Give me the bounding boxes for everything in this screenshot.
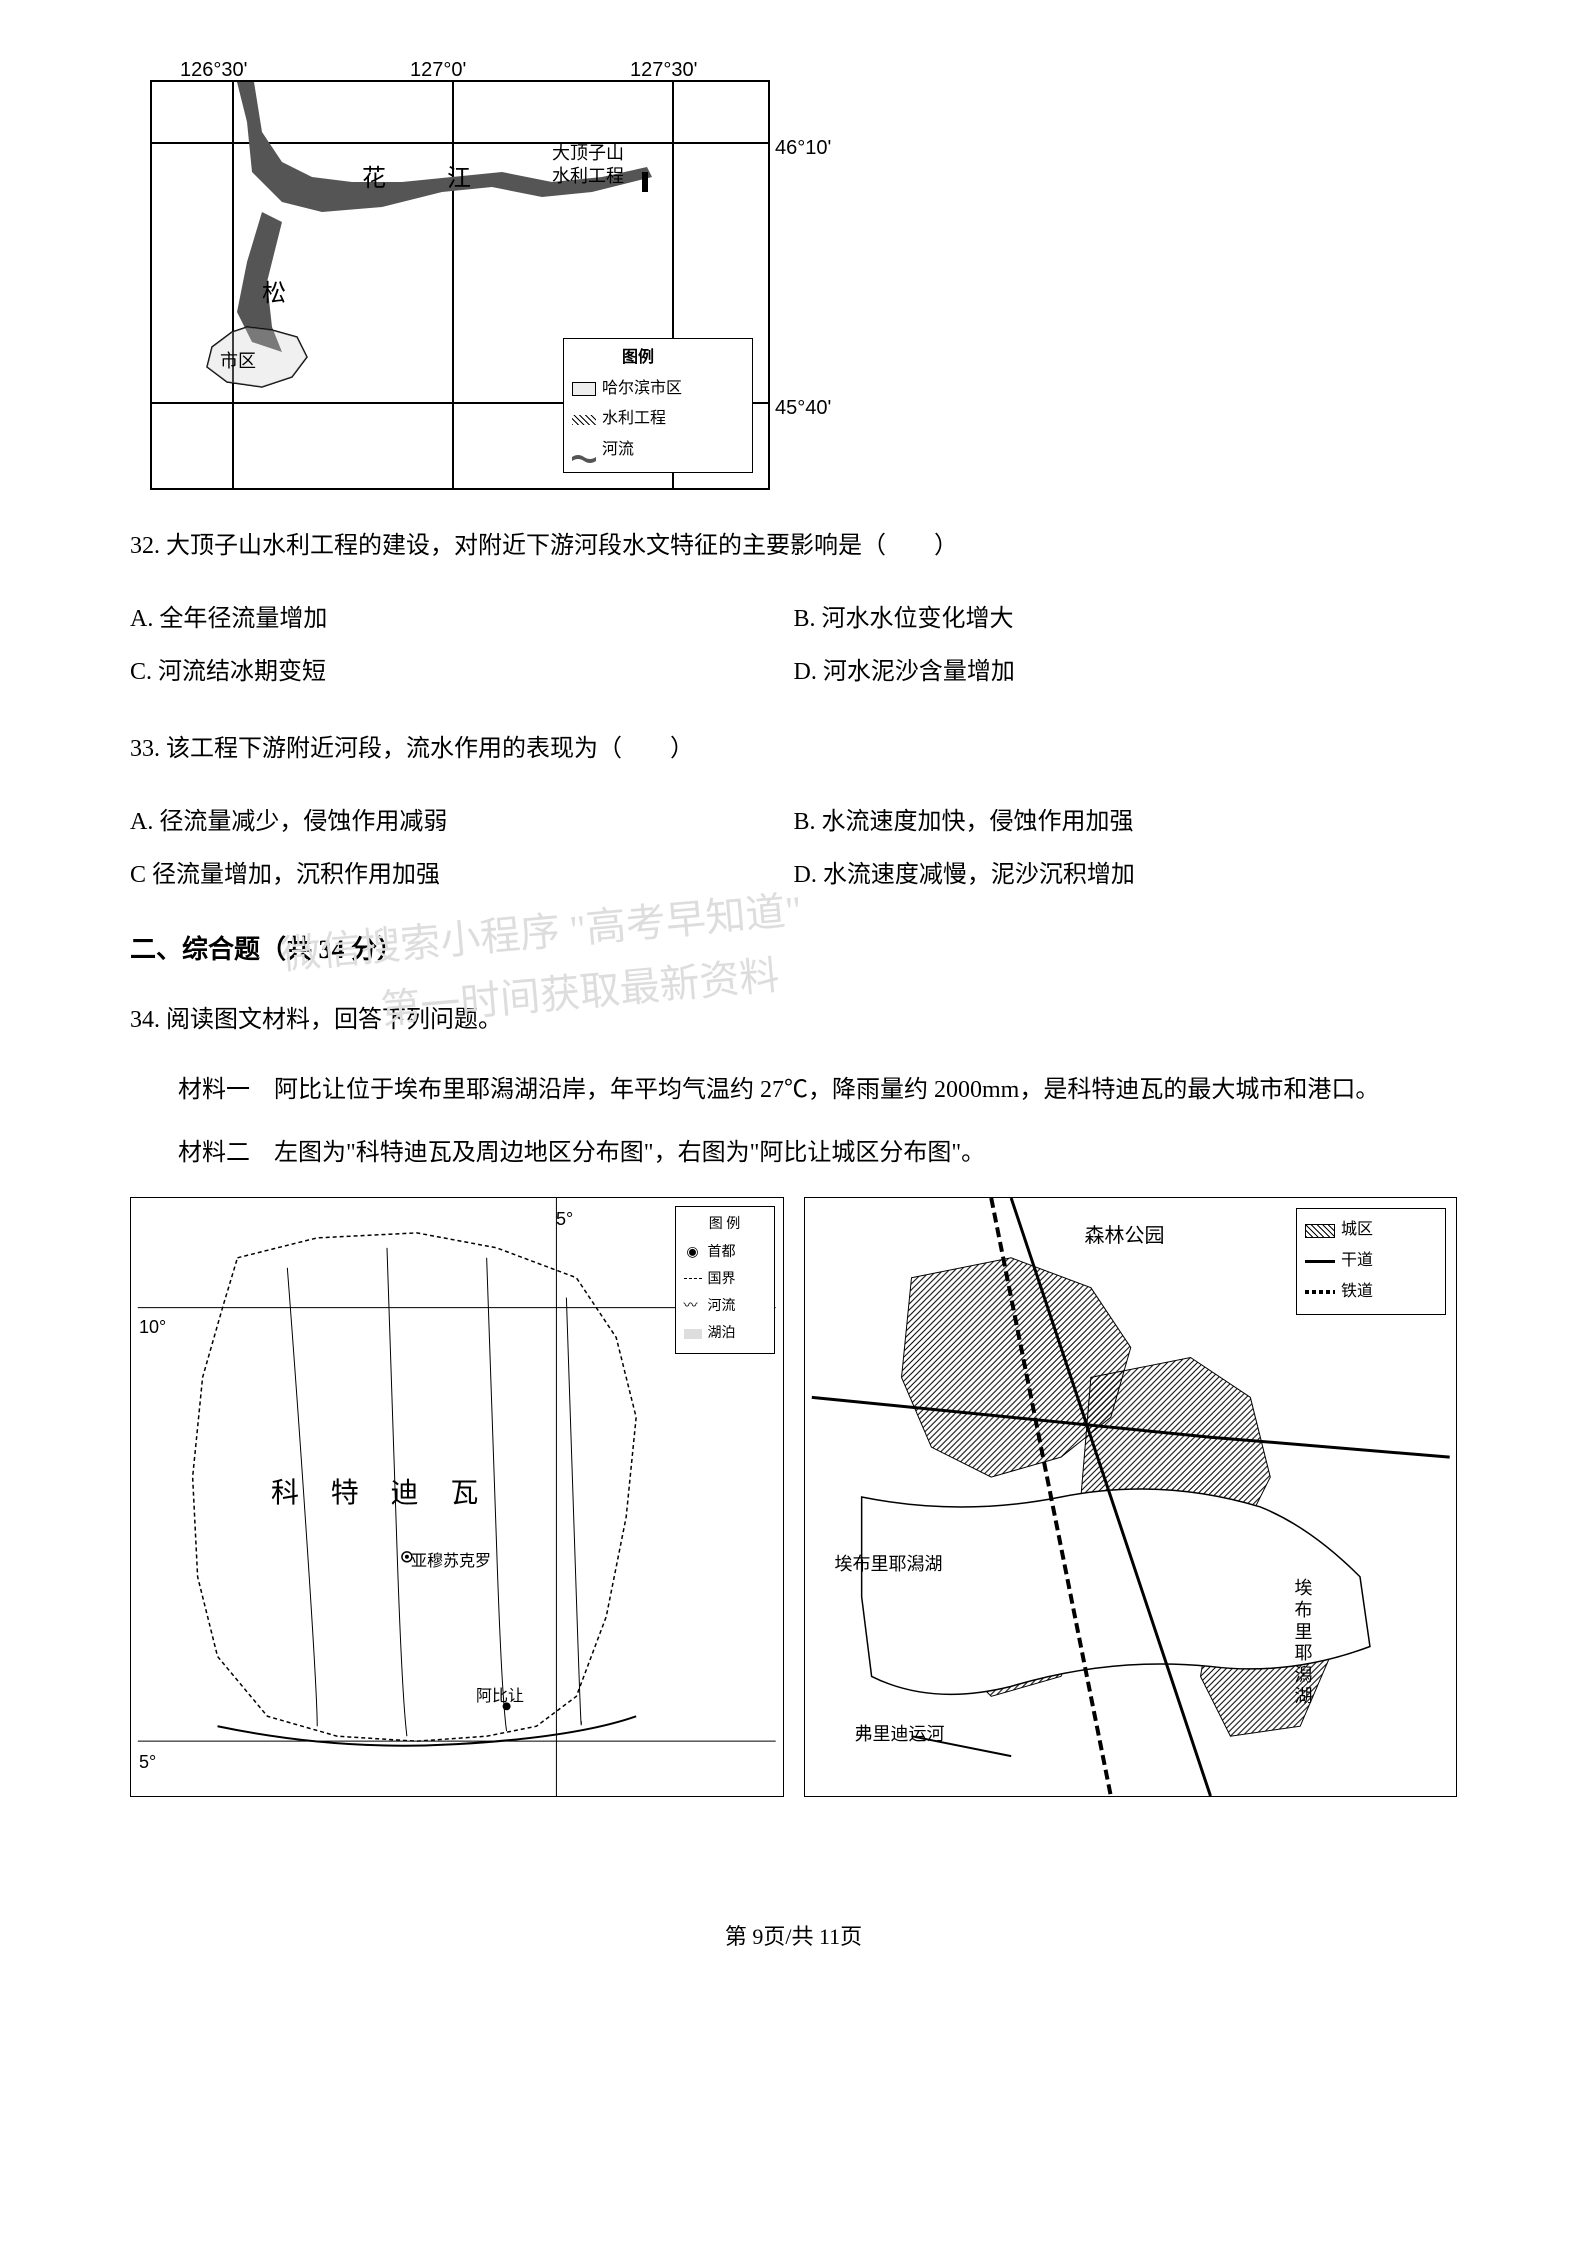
legend-road-symbol [1305,1260,1335,1263]
map2-lat5: 5° [139,1746,156,1778]
legend-item: 哈尔滨市区 [572,375,744,404]
lagoon-char: 湖 [1295,1686,1313,1708]
legend-item: 〰 河流 [684,1294,766,1319]
lagoon-char: 里 [1295,1622,1313,1644]
q33-optD: D. 水流速度减慢，泥沙沉积增加 [794,849,1458,902]
map1-lat2: 45°40' [775,390,831,426]
material-2: 材料二 左图为"科特迪瓦及周边地区分布图"，右图为"阿比让城区分布图"。 [130,1129,1457,1177]
map3-canal: 弗里迪运河 [855,1718,945,1750]
lagoon-shape [861,1489,1369,1694]
q33-optC: C 径流量增加，沉积作用加强 [130,849,794,902]
legend-item: 干道 [1305,1247,1437,1276]
map1-legend-title: 图例 [572,344,744,373]
map1-label-city: 市区 [220,345,256,377]
map1-lat1: 46°10' [775,130,831,166]
dam-symbol [642,172,648,192]
q33-text: 33. 该工程下游附近河段，流水作用的表现为（ ） [130,723,1457,776]
legend-item: ◉ 首都 [684,1240,766,1265]
q33-optB: B. 水流速度加快，侵蚀作用加强 [794,796,1458,849]
q32-optA: A. 全年径流量增加 [130,593,794,646]
legend-lake-symbol [684,1329,702,1339]
map2-lon5: 5° [556,1203,573,1235]
legend-border-symbol [684,1278,702,1280]
map2-frame: 5° 10° 5° 科 特 迪 瓦 亚穆苏克罗 阿比让 图 例 ◉ 首都 国界 … [130,1197,784,1797]
river-line [566,1298,581,1725]
section-title: 二、综合题（共 34 分） [130,927,1457,974]
legend-item: 湖泊 [684,1321,766,1346]
maps-row: 5° 10° 5° 科 特 迪 瓦 亚穆苏克罗 阿比让 图 例 ◉ 首都 国界 … [130,1197,1457,1797]
lagoon-char: 埃 [1295,1578,1313,1600]
legend-river-label: 河流 [602,436,634,465]
map3-lagoon1: 埃布里耶潟湖 [835,1548,943,1580]
legend-river-symbol [572,445,596,457]
map2-country: 科 特 迪 瓦 [271,1468,490,1518]
map3-park: 森林公园 [1085,1218,1165,1254]
lagoon-char: 潟 [1295,1665,1313,1687]
q32-text: 32. 大顶子山水利工程的建设，对附近下游河段水文特征的主要影响是（ ） [130,520,1457,573]
question-33: 33. 该工程下游附近河段，流水作用的表现为（ ） [130,723,1457,776]
q32-optD: D. 河水泥沙含量增加 [794,646,1458,699]
legend-border-label: 国界 [708,1267,736,1292]
legend-item: 铁道 [1305,1278,1437,1307]
map1-label-song: 松 [262,272,286,315]
q32-optB: B. 河水水位变化增大 [794,593,1458,646]
map1-frame: 花 江 松 市区 大顶子山 水利工程 图例 哈尔滨市区 水利工程 [150,80,770,490]
map1-container: 126°30' 127°0' 127°30' 花 江 松 市区 大顶子山 [150,80,1457,490]
map3-lagoon2: 埃 布 里 耶 潟 湖 [1295,1578,1313,1708]
legend-dam-symbol [572,415,596,425]
q32-optC: C. 河流结冰期变短 [130,646,794,699]
page-footer: 第 9页/共 11页 [130,1917,1457,1957]
map1-legend: 图例 哈尔滨市区 水利工程 河流 [563,338,753,473]
question-32: 32. 大顶子山水利工程的建设，对附近下游河段水文特征的主要影响是（ ） [130,520,1457,573]
map1-label-jiang: 江 [447,157,471,200]
lagoon-char: 耶 [1295,1643,1313,1665]
legend-item: 国界 [684,1267,766,1292]
q33-options: A. 径流量减少，侵蚀作用减弱 B. 水流速度加快，侵蚀作用加强 C 径流量增加… [130,796,1457,902]
legend-rail-label: 铁道 [1341,1278,1373,1307]
legend-river-label: 河流 [708,1294,736,1319]
q32-options: A. 全年径流量增加 B. 河水水位变化增大 C. 河流结冰期变短 D. 河水泥… [130,593,1457,699]
q33-optA: A. 径流量减少，侵蚀作用减弱 [130,796,794,849]
map2-city: 阿比让 [476,1683,524,1712]
legend-lake-label: 湖泊 [708,1321,736,1346]
legend-capital-label: 首都 [708,1240,736,1265]
map2-lat10: 10° [139,1311,166,1343]
map1-label-hua: 花 [362,157,386,200]
legend-urban-symbol [1305,1224,1335,1238]
question-34-intro: 34. 阅读图文材料，回答下列问题。 [130,994,1457,1047]
map2-legend: 图 例 ◉ 首都 国界 〰 河流 湖泊 [675,1206,775,1354]
legend-urban-label: 城区 [1341,1216,1373,1245]
map3-frame: 森林公园 埃布里耶潟湖 埃 布 里 耶 潟 湖 弗里迪运河 城区 干道 铁道 [804,1197,1458,1797]
legend-item: 水利工程 [572,405,744,434]
map2-capital: 亚穆苏克罗 [411,1548,491,1577]
legend-city-symbol [572,382,596,396]
legend-dam-label: 水利工程 [602,405,666,434]
material-1: 材料一 阿比让位于埃布里耶潟湖沿岸，年平均气温约 27℃，降雨量约 2000mm… [130,1066,1457,1114]
legend-river-symbol: 〰 [684,1294,702,1319]
lagoon-char: 布 [1295,1600,1313,1622]
legend-rail-symbol [1305,1290,1335,1294]
legend-item: 城区 [1305,1216,1437,1245]
legend-road-label: 干道 [1341,1247,1373,1276]
capital-dot [405,1555,409,1559]
legend-item: 河流 [572,436,744,465]
map3-legend: 城区 干道 铁道 [1296,1208,1446,1314]
map1-dam-name2: 水利工程 [552,160,624,192]
legend-city-label: 哈尔滨市区 [602,375,682,404]
map2-legend-title: 图 例 [684,1212,766,1237]
legend-capital-symbol: ◉ [684,1240,702,1265]
